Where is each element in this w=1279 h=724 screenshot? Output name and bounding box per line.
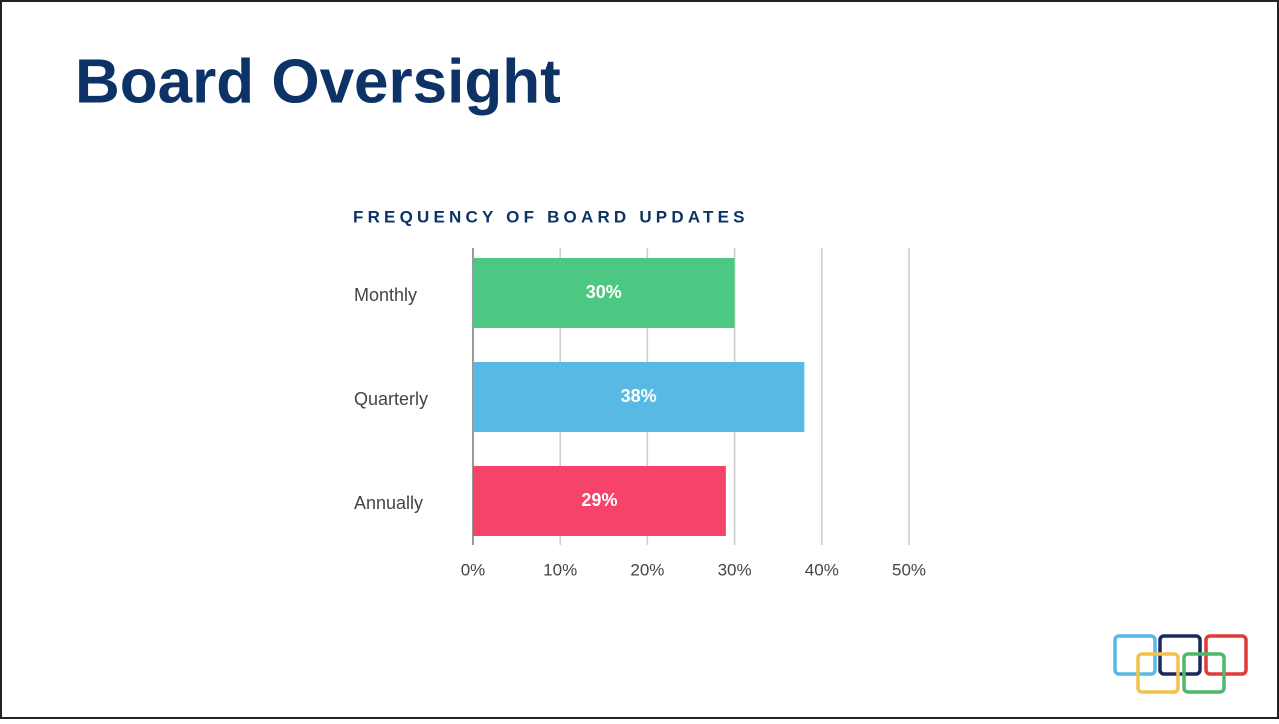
y-tick-label: Annually bbox=[354, 493, 423, 513]
logo bbox=[1113, 634, 1248, 694]
x-tick-label: 20% bbox=[630, 560, 664, 579]
bar bbox=[473, 466, 726, 536]
logo-square bbox=[1136, 652, 1180, 694]
value-label: 30% bbox=[586, 282, 622, 302]
value-label: 29% bbox=[581, 490, 617, 510]
chart-title: FREQUENCY OF BOARD UPDATES bbox=[353, 207, 749, 226]
logo-square bbox=[1182, 652, 1226, 694]
bar bbox=[473, 258, 735, 328]
y-tick-label: Monthly bbox=[354, 285, 417, 305]
x-tick-label: 30% bbox=[718, 560, 752, 579]
x-tick-label: 50% bbox=[892, 560, 926, 579]
bar bbox=[473, 362, 805, 432]
value-label: 38% bbox=[621, 386, 657, 406]
x-tick-label: 40% bbox=[805, 560, 839, 579]
x-tick-label: 10% bbox=[543, 560, 577, 579]
x-tick-label: 0% bbox=[461, 560, 486, 579]
y-tick-label: Quarterly bbox=[354, 389, 428, 409]
slide-heading: Board Oversight bbox=[75, 47, 561, 116]
